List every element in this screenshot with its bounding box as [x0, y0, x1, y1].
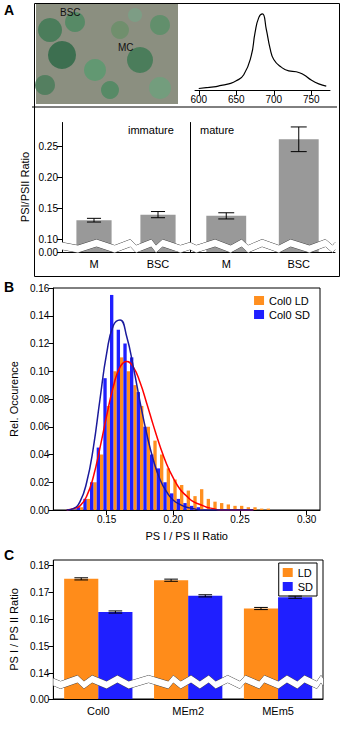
- svg-text:MEm5: MEm5: [262, 705, 294, 717]
- svg-text:mature: mature: [200, 124, 234, 136]
- svg-text:0.30: 0.30: [297, 514, 317, 525]
- svg-text:0.08: 0.08: [30, 394, 50, 405]
- svg-text:0.10: 0.10: [39, 234, 59, 245]
- svg-text:0.10: 0.10: [30, 366, 50, 377]
- svg-text:Col0 LD: Col0 LD: [269, 295, 309, 307]
- svg-text:0.17: 0.17: [30, 587, 50, 598]
- svg-text:PSI/PSII Ratio: PSI/PSII Ratio: [19, 152, 31, 222]
- svg-text:Col0: Col0: [87, 705, 110, 717]
- svg-text:0.16: 0.16: [30, 283, 50, 294]
- svg-text:PS I / PS II Ratio: PS I / PS II Ratio: [8, 588, 20, 671]
- svg-text:C: C: [4, 547, 14, 563]
- svg-text:0.12: 0.12: [30, 338, 50, 349]
- svg-text:0.00: 0.00: [39, 247, 59, 258]
- svg-text:700: 700: [265, 94, 282, 105]
- svg-text:0.18: 0.18: [30, 560, 50, 571]
- svg-text:BSC: BSC: [287, 258, 310, 270]
- svg-text:0.25: 0.25: [230, 514, 250, 525]
- svg-text:0.20: 0.20: [39, 172, 59, 183]
- svg-text:Rel. Occurence: Rel. Occurence: [8, 361, 20, 437]
- svg-text:0.20: 0.20: [164, 514, 184, 525]
- svg-text:immature: immature: [128, 124, 174, 136]
- svg-text:0.04: 0.04: [30, 449, 50, 460]
- svg-text:0.25: 0.25: [39, 141, 59, 152]
- svg-text:MC: MC: [118, 42, 134, 53]
- svg-text:B: B: [4, 279, 14, 295]
- svg-text:Col0 SD: Col0 SD: [269, 309, 310, 321]
- svg-text:A: A: [4, 2, 14, 18]
- svg-text:M: M: [89, 258, 98, 270]
- svg-text:0.00: 0.00: [30, 505, 50, 516]
- svg-text:MEm2: MEm2: [172, 705, 204, 717]
- svg-text:0.15: 0.15: [30, 641, 50, 652]
- svg-text:BSC: BSC: [147, 258, 170, 270]
- svg-text:0.15: 0.15: [97, 514, 117, 525]
- svg-text:0.16: 0.16: [30, 614, 50, 625]
- svg-text:LD: LD: [298, 567, 312, 579]
- svg-text:600: 600: [190, 94, 207, 105]
- svg-text:0.00: 0.00: [30, 694, 50, 705]
- svg-text:0.15: 0.15: [39, 203, 59, 214]
- svg-text:PS I / PS II Ratio: PS I / PS II Ratio: [145, 530, 228, 542]
- svg-text:0.14: 0.14: [30, 310, 50, 321]
- svg-text:0.14: 0.14: [30, 668, 50, 679]
- svg-text:0.02: 0.02: [30, 477, 50, 488]
- svg-text:SD: SD: [298, 581, 313, 593]
- svg-text:0.06: 0.06: [30, 421, 50, 432]
- svg-text:BSC: BSC: [60, 7, 81, 18]
- svg-text:650: 650: [228, 94, 245, 105]
- svg-text:M: M: [222, 258, 231, 270]
- svg-text:750: 750: [303, 94, 320, 105]
